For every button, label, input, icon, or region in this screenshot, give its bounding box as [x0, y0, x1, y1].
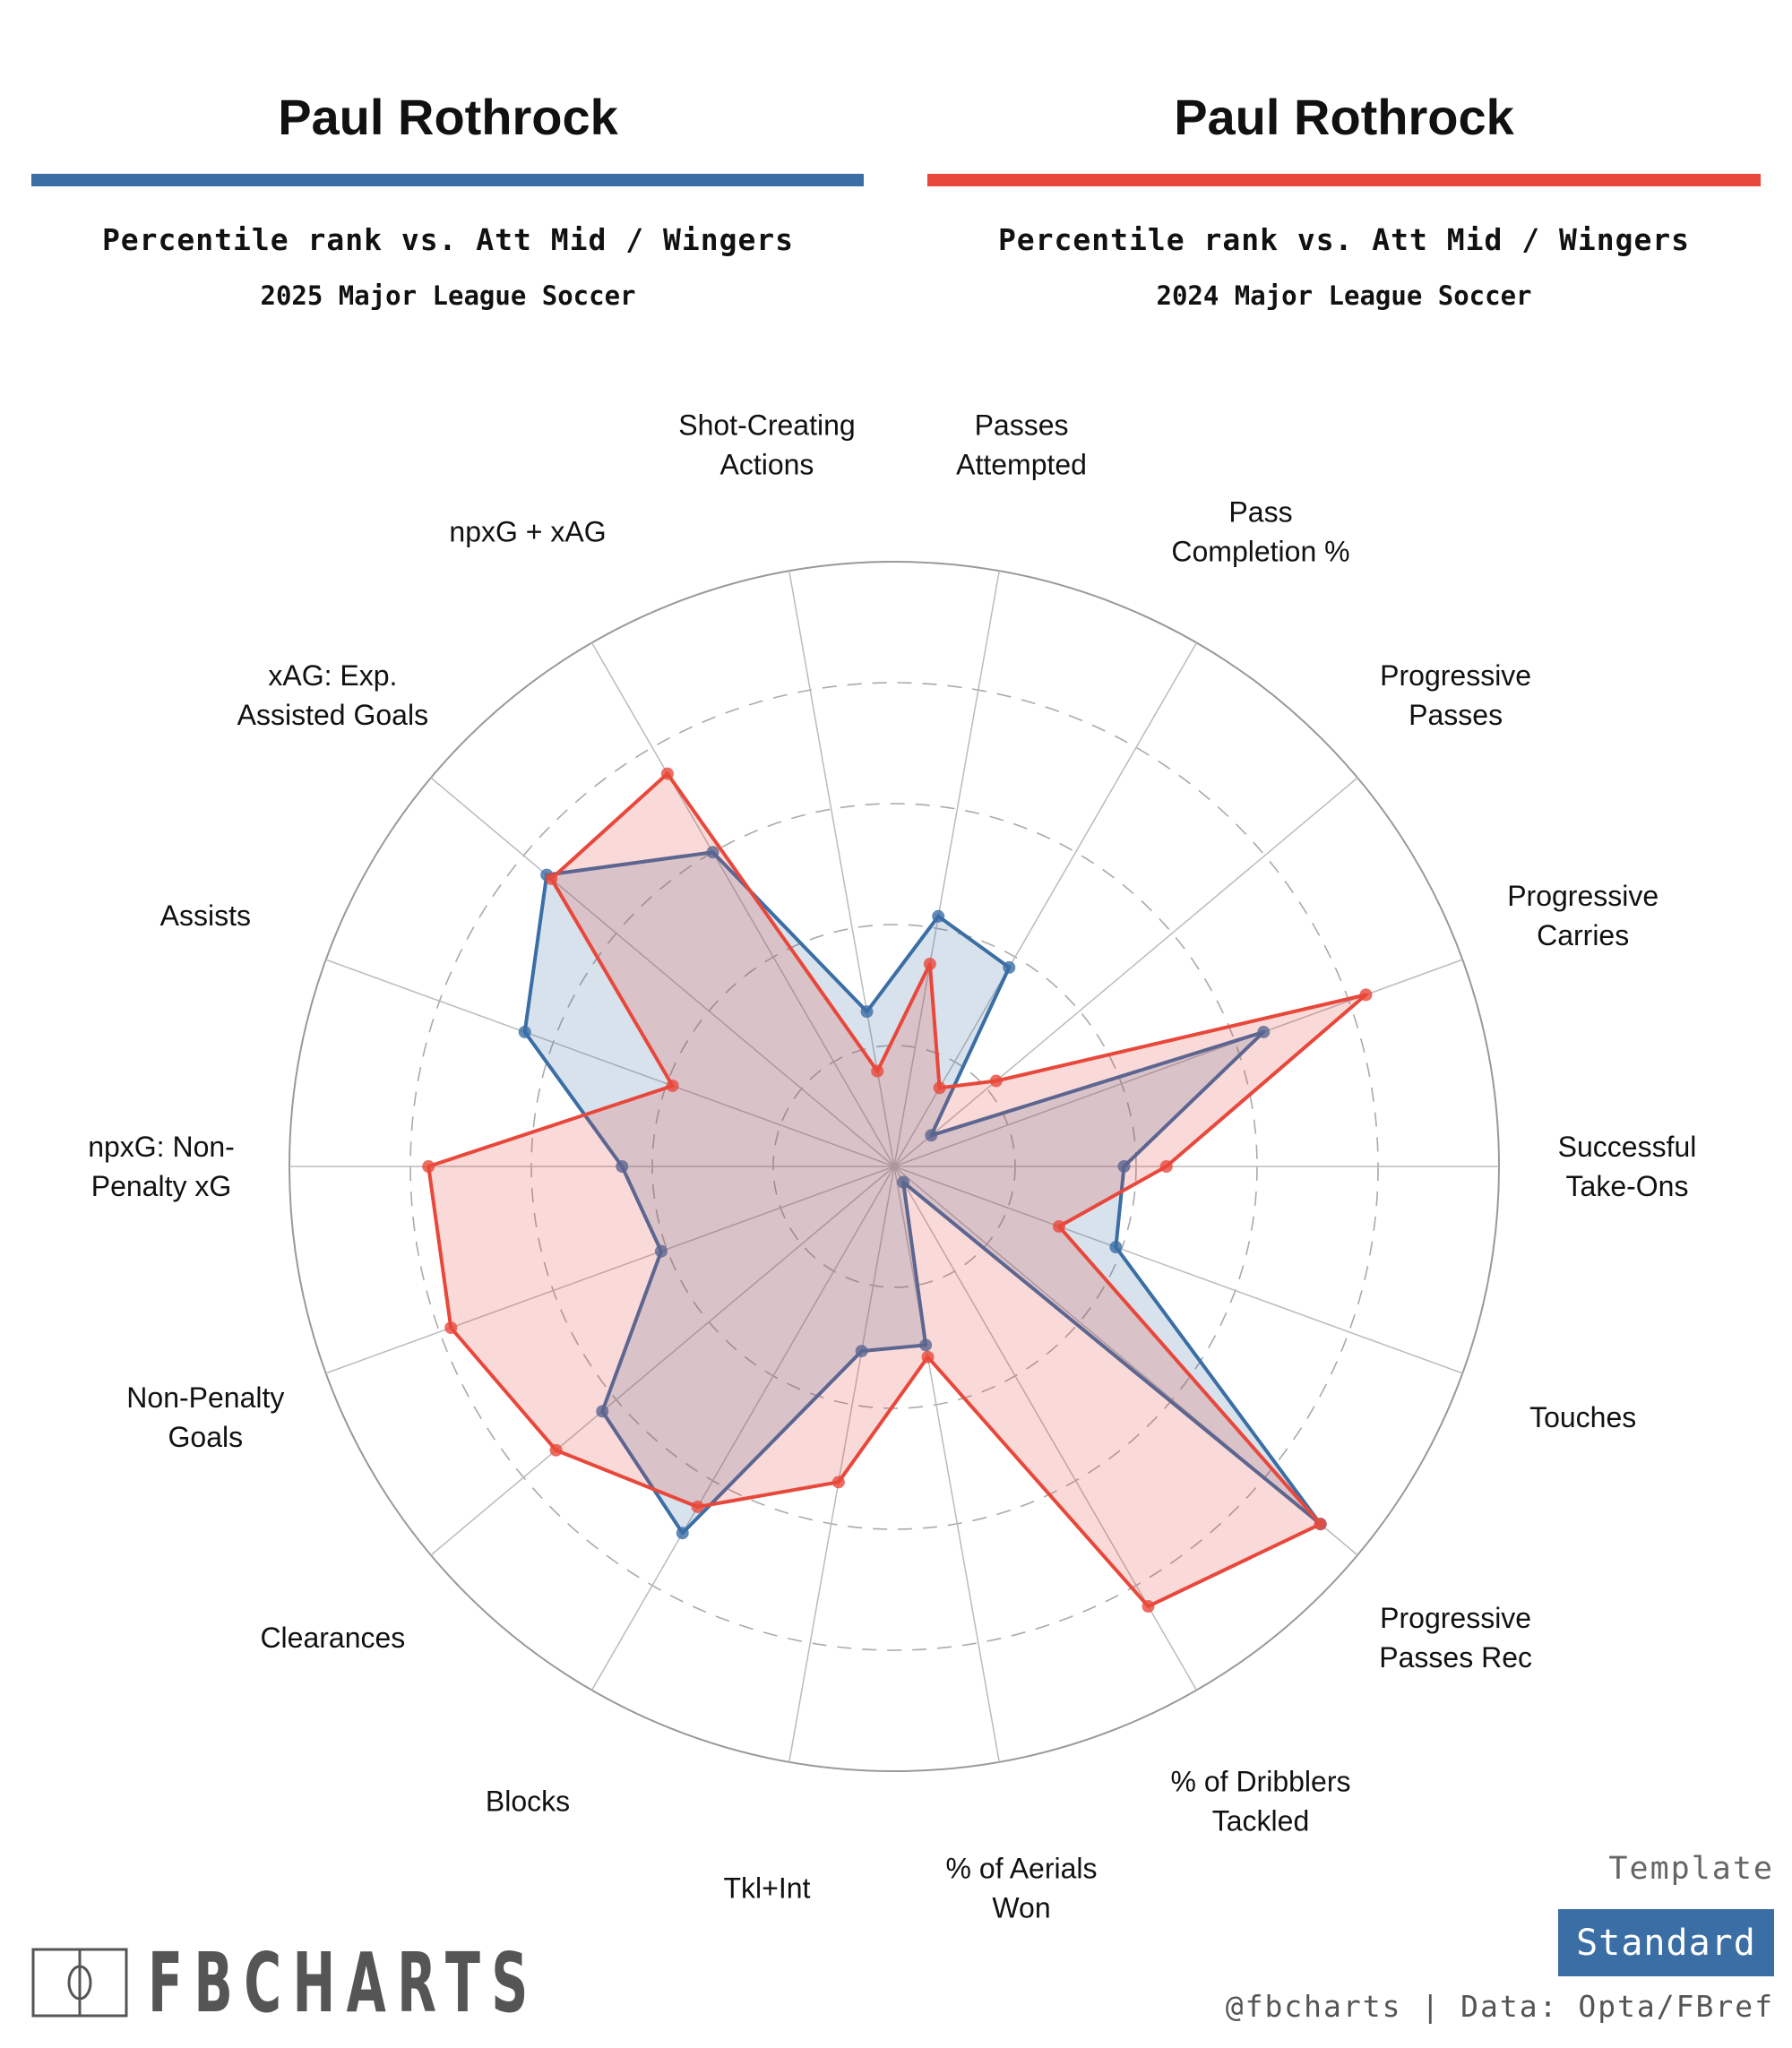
spoke [430, 777, 895, 1167]
series-2024-point [933, 1081, 946, 1095]
series-2024-point [921, 1350, 935, 1364]
axis-label: Shot-Creating Actions [678, 409, 855, 480]
left-color-bar [31, 174, 864, 186]
axis-label: Touches [1529, 1401, 1636, 1433]
axis-label: % of Aerials Won [946, 1853, 1098, 1924]
axis-label: Successful Take-Ons [1558, 1131, 1697, 1202]
axis-label: Progressive Carries [1507, 880, 1658, 951]
series-2025-point [676, 1527, 689, 1540]
series-2025-point [1257, 1025, 1271, 1038]
series-2024-point [444, 1321, 458, 1335]
spoke [893, 1166, 1463, 1374]
axis-label: npxG: Non-Penalty xG [88, 1131, 235, 1202]
series-2025-point [860, 1005, 874, 1019]
series-2024-point [422, 1160, 435, 1173]
axis-label: xAG: Exp. Assisted Goals [237, 659, 428, 731]
series-2024-point [1159, 1160, 1173, 1173]
series-2025-point [1003, 960, 1016, 974]
spoke [893, 777, 1358, 1167]
spoke [893, 1166, 1000, 1762]
left-season: 2025 Major League Soccer [260, 280, 636, 311]
series-2024-point [1314, 1518, 1327, 1531]
left-subtitle: Percentile rank vs. Att Mid / Wingers [101, 222, 795, 257]
series-2025-point [925, 1129, 938, 1142]
right-season: 2024 Major League Soccer [1156, 280, 1532, 311]
axis-label: Passes Attempted [956, 409, 1087, 480]
axis-label: Assists [160, 899, 251, 932]
axis-label: Clearances [260, 1622, 405, 1654]
series-2025-point [654, 1244, 668, 1258]
spoke [430, 1166, 895, 1556]
series-2024-point [666, 1079, 679, 1092]
logo-text: FBCHARTS [148, 1934, 539, 2031]
fbcharts-logo: FBCHARTS [31, 1935, 779, 2031]
credit-text: @fbcharts | Data: Opta/FBref [1225, 1989, 1774, 2024]
spoke [893, 571, 1000, 1167]
left-player-title: Paul Rothrock [278, 89, 618, 145]
spoke [590, 642, 895, 1167]
right-subtitle: Percentile rank vs. Att Mid / Wingers [997, 222, 1691, 257]
series-2024-point [1359, 988, 1373, 1002]
series-2024-point [1052, 1219, 1065, 1233]
series-2025-point [897, 1175, 910, 1189]
template-badge: Standard [1558, 1909, 1774, 1976]
series-2024-point [660, 767, 674, 780]
right-player-title: Paul Rothrock [1174, 89, 1514, 145]
right-color-bar [927, 174, 1761, 186]
axis-label: Progressive Passes [1380, 659, 1531, 731]
axis-label: Non-Penalty Goals [126, 1381, 284, 1453]
series-2025-point [919, 1338, 933, 1352]
series-2025-point [855, 1345, 868, 1358]
pitch-icon [31, 1948, 128, 2018]
series-2025-point [616, 1160, 629, 1173]
spoke [325, 959, 895, 1167]
series-2024-point [545, 872, 558, 885]
series-2025-point [706, 846, 719, 859]
axis-label: Progressive Passes Rec [1379, 1602, 1532, 1674]
series-2024-point [989, 1074, 1003, 1088]
spoke [325, 1166, 895, 1374]
axis-label: Pass Completion % [1171, 496, 1349, 568]
series-2025-point [1117, 1160, 1131, 1173]
axis-label: Tkl+Int [723, 1872, 810, 1905]
spoke [590, 1166, 895, 1691]
spoke [788, 1166, 895, 1762]
series-2024-point [549, 1443, 563, 1457]
series-2024-point [871, 1064, 884, 1078]
axis-label: % of Dribblers Tackled [1171, 1765, 1351, 1837]
series-2024-point [1142, 1600, 1155, 1613]
axis-label: npxG + xAG [449, 516, 606, 548]
series-2024-polygon [426, 771, 1368, 1609]
series-2025-point [518, 1025, 531, 1038]
axis-label: Blocks [486, 1785, 570, 1817]
series-2024-point [691, 1500, 704, 1513]
template-label: Template [1608, 1851, 1774, 1887]
spoke [893, 642, 1198, 1167]
series-2024-point [923, 957, 936, 970]
series-2025-point [1109, 1241, 1123, 1254]
series-2025-point [932, 909, 945, 923]
series-2025-point [596, 1405, 609, 1418]
series-2024-point [831, 1476, 845, 1489]
